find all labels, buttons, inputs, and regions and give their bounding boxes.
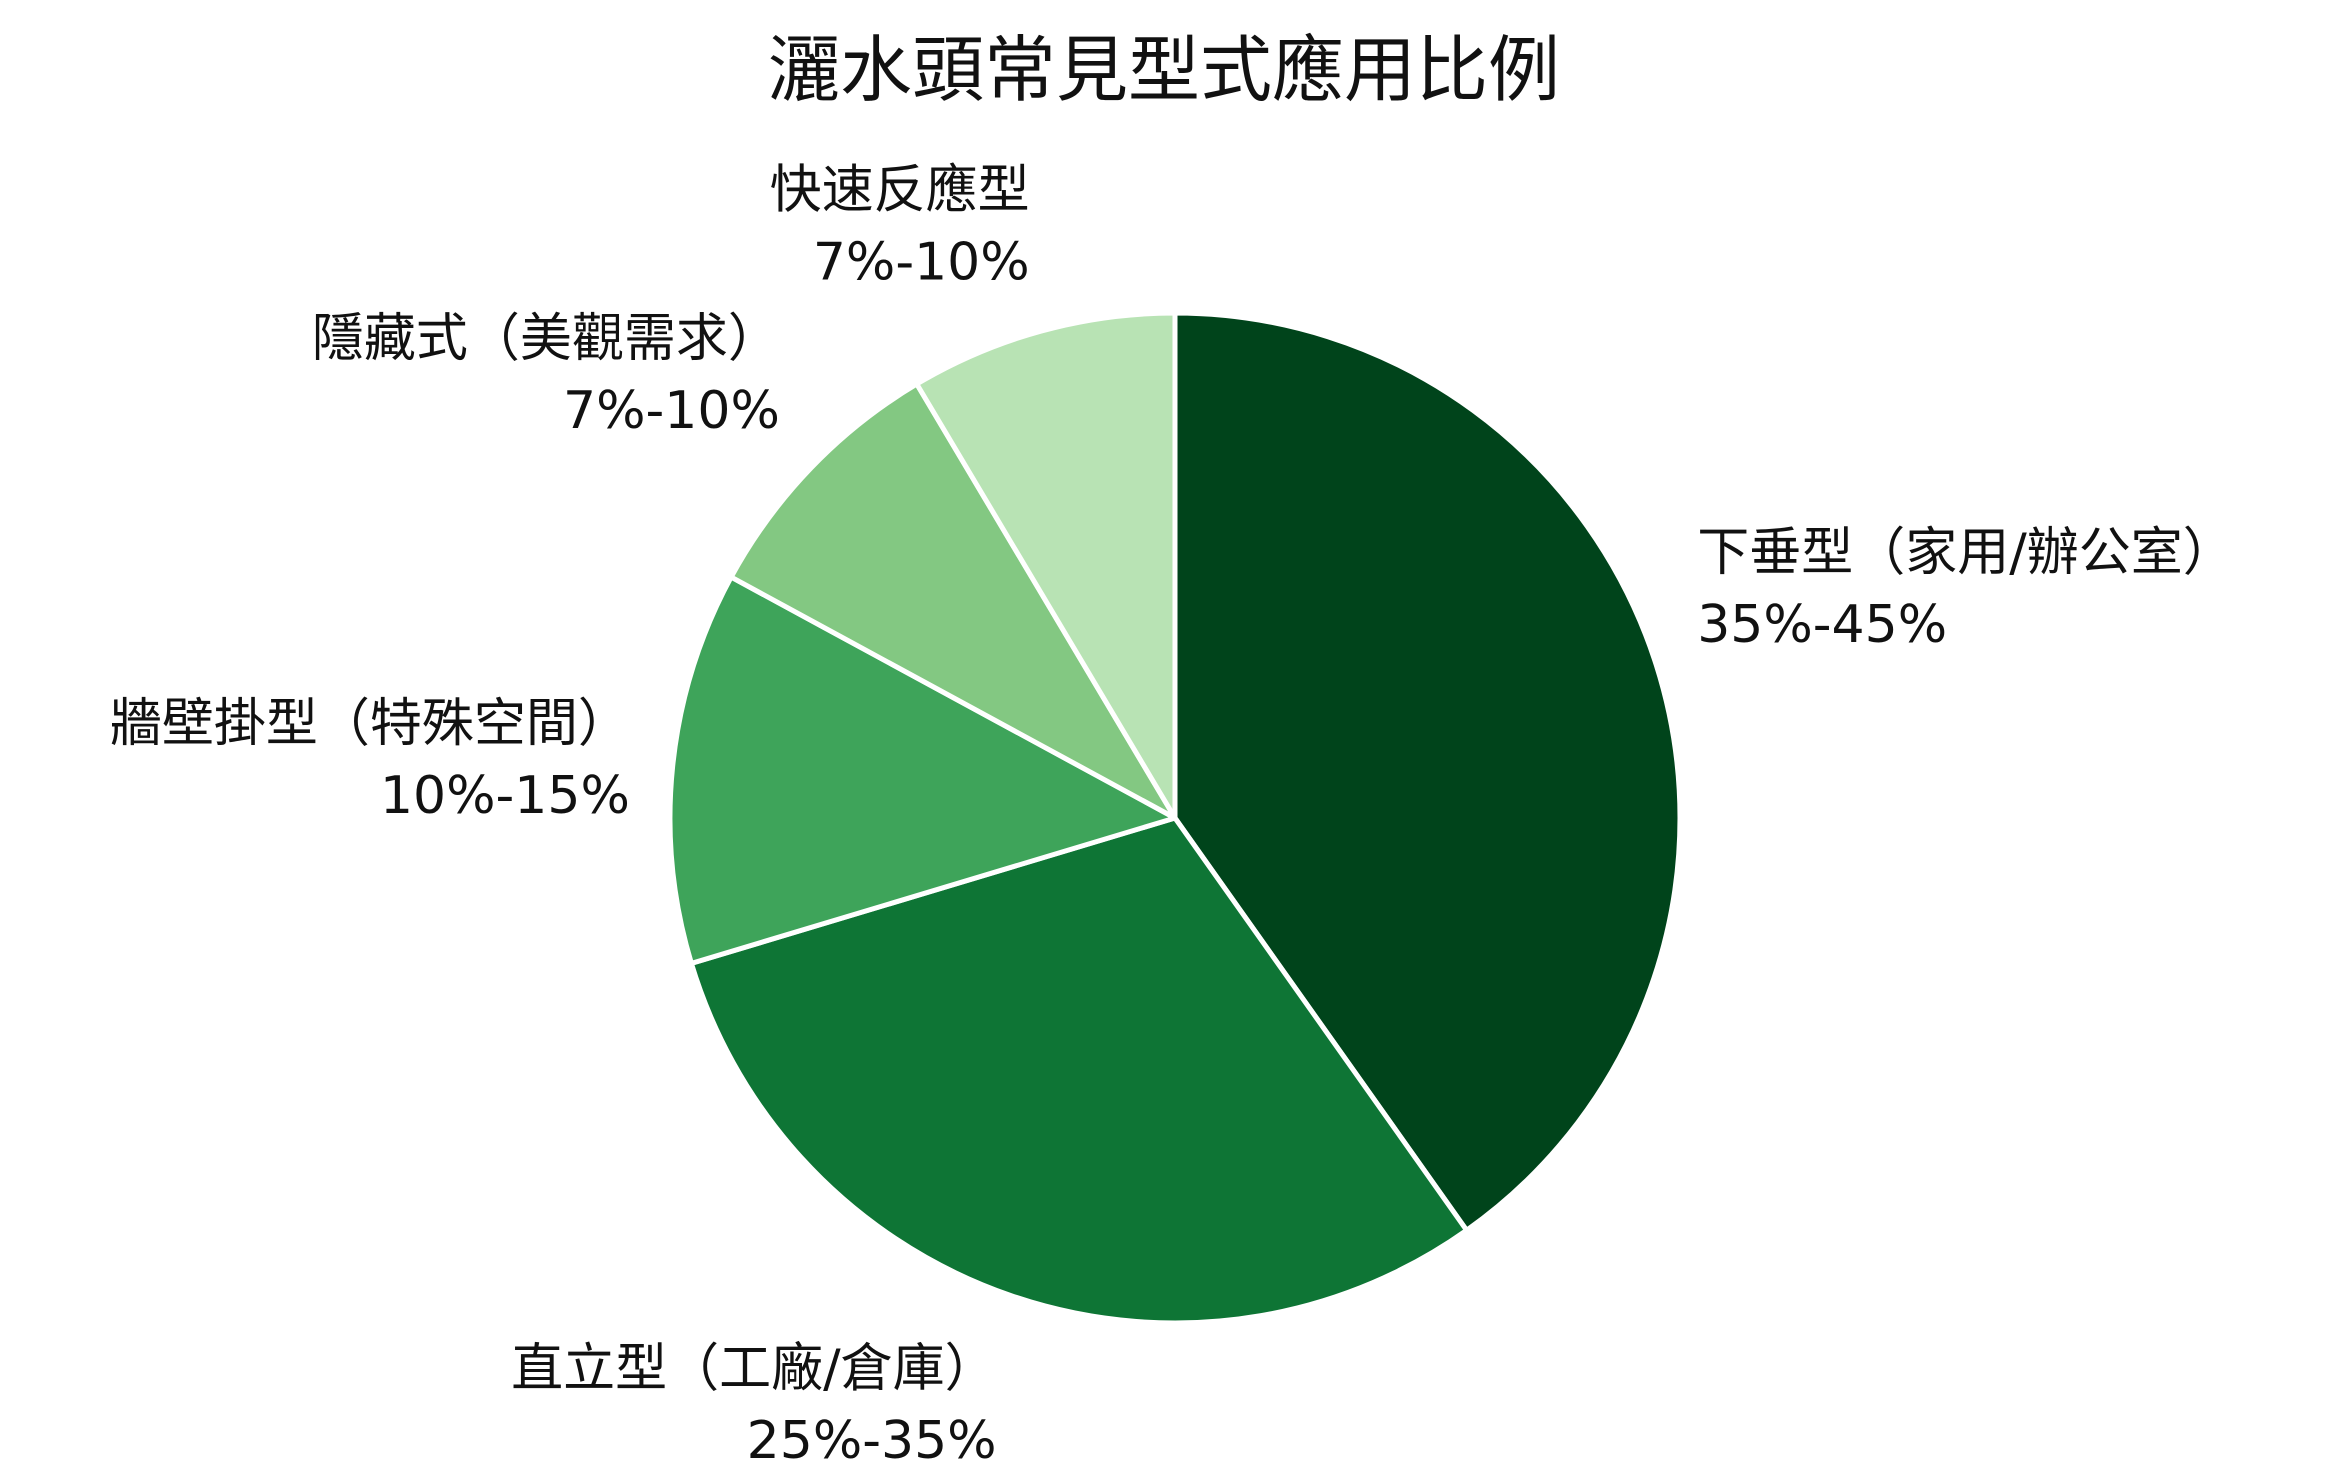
pie-slices <box>667 310 1683 1326</box>
pie-slice <box>1172 310 1683 1233</box>
slice-category-label: 隱藏式（美觀需求） <box>312 309 780 369</box>
pie-slice <box>667 574 1178 966</box>
slice-labels: 下垂型（家用/辦公室） 35%-45% 直立型（工廠/倉庫） 25%-35% 牆壁掛型（… <box>110 161 2235 1468</box>
slice-category-label: 牆壁掛型（特殊空間） <box>110 694 630 754</box>
pie-slice <box>688 815 1470 1326</box>
slice-category-label: 直立型（工廠/倉庫） <box>511 1339 997 1399</box>
chart-title: 灑水頭常見型式應用比例 <box>768 28 1560 112</box>
pie-slice <box>728 381 1178 821</box>
slice-range-label: 35%-45% <box>1697 595 1947 655</box>
pie-slice <box>914 310 1178 821</box>
slice-range-label: 7%-10% <box>563 381 780 441</box>
slice-category-label: 下垂型（家用/辦公室） <box>1697 523 2235 583</box>
slice-range-label: 25%-35% <box>747 1411 997 1468</box>
slice-category-label: 快速反應型 <box>770 161 1030 221</box>
slice-range-label: 10%-15% <box>380 766 630 826</box>
slice-range-label: 7%-10% <box>813 233 1030 293</box>
